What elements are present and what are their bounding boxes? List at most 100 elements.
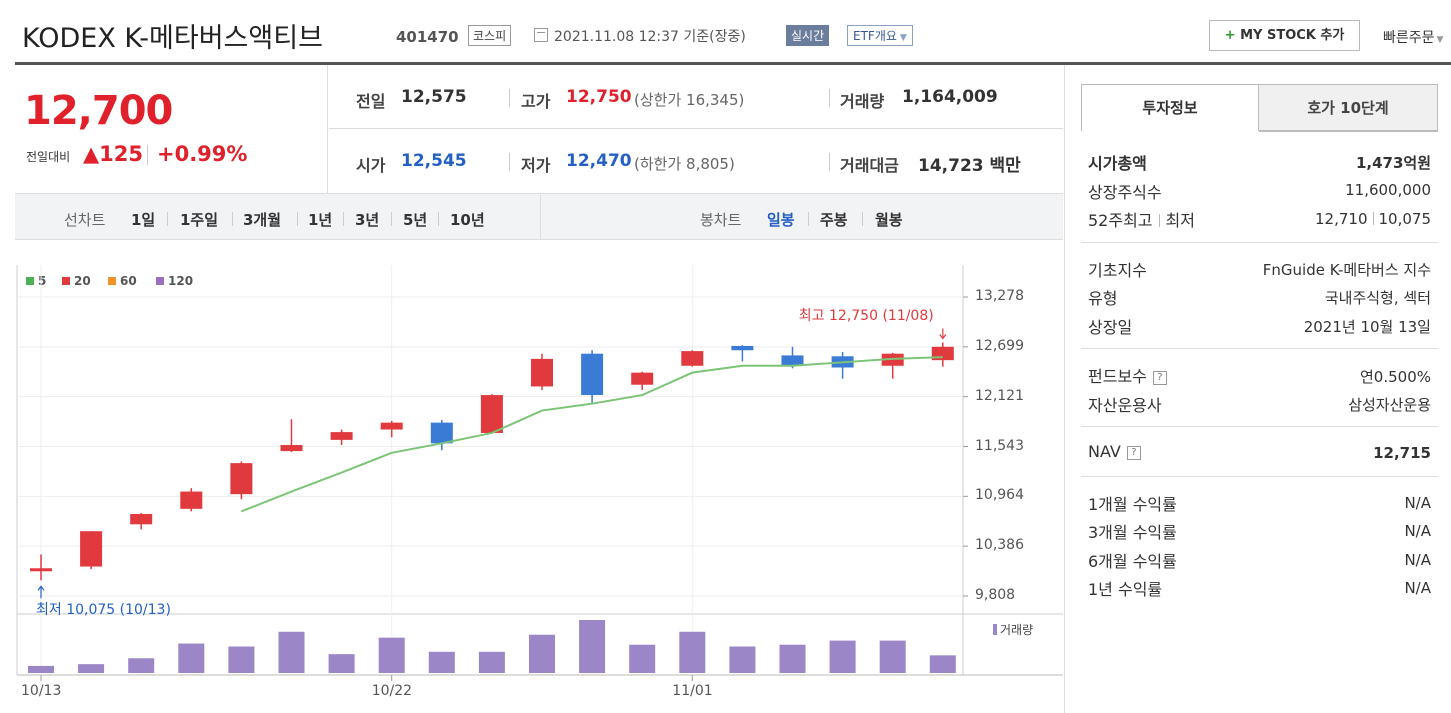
divider — [1081, 242, 1438, 243]
volume-bar — [228, 646, 255, 673]
period-1w[interactable]: 1주일 — [180, 211, 219, 229]
volume-bar — [128, 658, 155, 673]
w52-value: 12,710 10,075 — [1315, 210, 1431, 228]
add-mystock-button[interactable]: + MY STOCK 추가 — [1209, 20, 1360, 51]
candle-body — [430, 422, 453, 444]
volume-label: 거래량 — [840, 92, 885, 111]
upper-limit: (상한가 16,345) — [634, 91, 745, 109]
volume-bar — [879, 640, 906, 673]
legend-label: 60 — [120, 274, 137, 288]
nav-label-text: NAV — [1088, 442, 1121, 461]
divider — [1081, 476, 1438, 477]
current-price: 12,700 — [24, 88, 173, 134]
volume-bar — [779, 644, 806, 673]
fee-value: 연0.500% — [1360, 368, 1431, 386]
volume-bar — [378, 637, 405, 673]
legend-swatch — [108, 277, 116, 285]
legend-swatch — [156, 277, 164, 285]
volume-bar — [328, 654, 355, 673]
volume-bar — [78, 664, 105, 673]
candle-body — [681, 351, 704, 366]
volume-legend: 거래량 — [993, 621, 1033, 638]
candle-weekly[interactable]: 주봉 — [820, 211, 848, 229]
y-tick-label: 9,808 — [975, 587, 1016, 603]
open-value: 12,545 — [401, 151, 467, 171]
separator — [232, 212, 233, 226]
w52-high-value: 12,710 — [1315, 210, 1368, 228]
separator — [1158, 214, 1160, 227]
market-badge: 코스피 — [468, 25, 512, 46]
summary-divider — [329, 128, 1063, 129]
diff-value: ▲125 — [83, 142, 143, 166]
separator — [297, 212, 298, 226]
volume-bar — [729, 646, 756, 673]
amount-value: 14,723 백만 — [918, 156, 1021, 176]
divider — [1081, 426, 1438, 427]
fee-label-text: 펀드보수 — [1088, 367, 1147, 386]
prev-close-label: 전일 — [356, 92, 386, 111]
market-cap-label: 시가총액 — [1088, 154, 1147, 173]
candle-monthly[interactable]: 월봉 — [875, 211, 903, 229]
legend-label: 120 — [168, 274, 194, 288]
listing-value: 2021년 10월 13일 — [1303, 318, 1431, 336]
y-tick-label: 12,699 — [975, 337, 1024, 354]
line-chart-label: 선차트 — [64, 211, 106, 229]
help-icon[interactable]: ? — [1152, 371, 1167, 385]
return-value: N/A — [1404, 522, 1431, 540]
min-arrow-head — [37, 585, 45, 591]
nav-label: NAV? — [1088, 442, 1141, 461]
return-value: N/A — [1404, 551, 1431, 569]
y-tick-label: 10,386 — [975, 537, 1024, 554]
help-icon[interactable]: ? — [1126, 446, 1141, 460]
volume-bar — [178, 643, 205, 673]
period-5y[interactable]: 5년 — [403, 211, 428, 229]
period-3m[interactable]: 3개월 — [243, 211, 282, 229]
return-label: 3개월 수익률 — [1088, 523, 1177, 542]
tab-investment-info[interactable]: 투자정보 — [1081, 84, 1259, 131]
volume-value: 1,164,009 — [902, 87, 998, 107]
add-mystock-label: MY STOCK 추가 — [1240, 28, 1345, 43]
diff-separator — [147, 145, 148, 165]
period-3y[interactable]: 3년 — [355, 211, 380, 229]
etf-overview-dropdown[interactable]: ETF개요 ▼ — [847, 25, 913, 46]
listing-label: 상장일 — [1088, 318, 1133, 337]
w52-high-label: 52주최고 — [1088, 211, 1153, 230]
volume-bar — [829, 640, 856, 673]
header-divider — [15, 62, 1063, 65]
separator — [343, 212, 344, 226]
realtime-badge[interactable]: 실시간 — [786, 25, 830, 46]
candle-daily[interactable]: 일봉 — [767, 211, 795, 229]
stock-code: 401470 — [396, 28, 459, 46]
separator — [509, 153, 510, 171]
page-title: KODEX K-메타버스액티브 — [22, 23, 323, 54]
candle-body — [531, 358, 553, 387]
separator — [509, 89, 510, 107]
info-panel — [1064, 65, 1451, 713]
y-tick-label: 12,121 — [975, 387, 1024, 404]
divider — [1081, 348, 1438, 349]
type-value: 국내주식형, 섹터 — [1324, 289, 1431, 307]
candle-body — [380, 422, 403, 430]
separator — [438, 212, 439, 226]
legend-ma5: 5 — [26, 274, 46, 288]
diff-label: 전일대비 — [26, 150, 71, 164]
tab-order-book[interactable]: 호가 10단계 — [1258, 84, 1438, 131]
period-1y[interactable]: 1년 — [308, 211, 333, 229]
return-label: 1년 수익률 — [1088, 580, 1163, 599]
period-10y[interactable]: 10년 — [450, 211, 485, 229]
separator — [167, 212, 168, 226]
legend-ma60: 60 — [108, 274, 137, 288]
return-label: 6개월 수익률 — [1088, 552, 1177, 571]
plus-icon: + — [1224, 28, 1241, 43]
candle-body — [731, 345, 754, 351]
separator — [862, 212, 863, 226]
period-1d[interactable]: 1일 — [131, 211, 156, 229]
candle-body — [180, 491, 203, 509]
legend-swatch — [26, 277, 34, 285]
quick-order-dropdown[interactable]: 빠른주문 ▼ — [1383, 27, 1443, 47]
candle-body — [230, 463, 253, 495]
price-chart[interactable] — [0, 0, 1064, 713]
candle-body — [130, 513, 153, 525]
base-index-value: FnGuide K-메타버스 지수 — [1262, 261, 1431, 279]
etf-overview-label: ETF개요 — [853, 29, 897, 43]
